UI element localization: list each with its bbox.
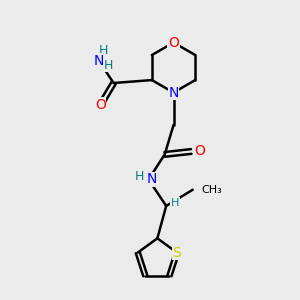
Text: H: H [134, 170, 144, 183]
Text: H: H [171, 198, 179, 208]
Text: S: S [172, 246, 181, 260]
Text: CH₃: CH₃ [202, 185, 222, 195]
Text: H: H [99, 44, 108, 57]
Text: N: N [146, 172, 157, 186]
Text: O: O [194, 145, 205, 158]
Text: N: N [168, 85, 179, 100]
Text: O: O [168, 35, 179, 50]
Text: H: H [103, 59, 113, 72]
Text: N: N [94, 54, 104, 68]
Text: O: O [95, 98, 106, 112]
